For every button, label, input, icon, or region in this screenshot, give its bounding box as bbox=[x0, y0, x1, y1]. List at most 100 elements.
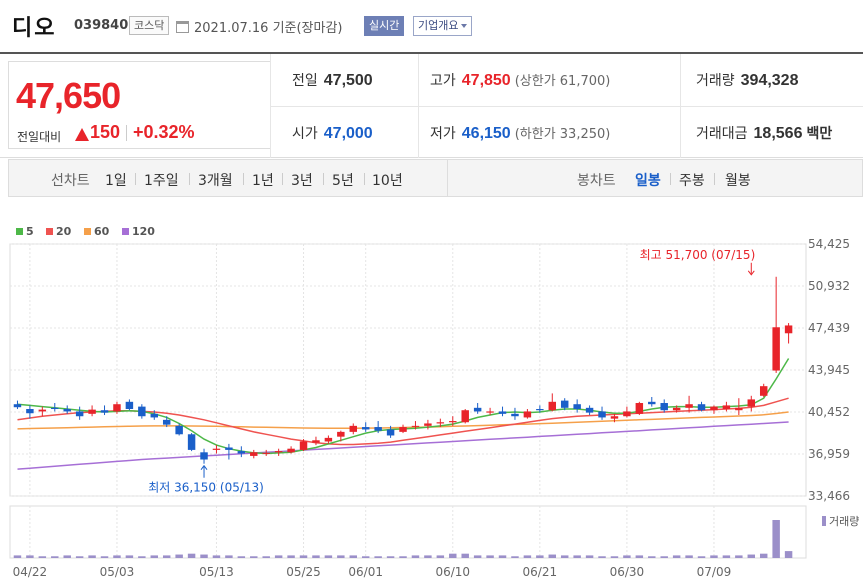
volume-bar bbox=[324, 555, 333, 558]
candle-monthly[interactable]: 월봉 bbox=[725, 173, 751, 189]
candle-body bbox=[51, 407, 59, 410]
divider bbox=[135, 173, 136, 185]
volume-legend-label: 거래량 bbox=[829, 515, 859, 528]
divider bbox=[126, 125, 127, 141]
candle-body bbox=[623, 411, 631, 417]
candle-body bbox=[784, 325, 793, 334]
candle-body bbox=[635, 403, 644, 414]
volume-bar bbox=[672, 555, 681, 558]
candle-body bbox=[498, 411, 507, 414]
candles bbox=[13, 276, 793, 464]
volume-bar bbox=[88, 555, 96, 558]
upper-limit: (상한가 61,700) bbox=[514, 74, 611, 89]
realtime-button[interactable]: 실시간 bbox=[364, 16, 405, 36]
candle-weekly[interactable]: 주봉 bbox=[679, 173, 705, 189]
candle-body bbox=[324, 437, 333, 442]
volume-bar bbox=[598, 556, 606, 558]
candle-body bbox=[337, 431, 345, 437]
candle-body bbox=[374, 427, 382, 431]
high-label: 고가 bbox=[430, 73, 456, 89]
divider bbox=[670, 173, 671, 185]
candle-body bbox=[75, 411, 84, 417]
period-10years[interactable]: 10년 bbox=[372, 173, 403, 189]
y-tick-label: 33,466 bbox=[808, 489, 850, 503]
period-3months[interactable]: 3개월 bbox=[198, 173, 233, 189]
volume-bar bbox=[623, 555, 631, 558]
volume-label: 거래량 bbox=[696, 73, 735, 89]
candle-body bbox=[424, 423, 432, 426]
volume-bar bbox=[449, 553, 457, 558]
x-tick-label: 05/25 bbox=[286, 565, 321, 579]
volume-bar bbox=[424, 555, 432, 558]
volume-bar bbox=[411, 555, 420, 558]
y-tick-label: 47,439 bbox=[808, 321, 850, 335]
volume-bar bbox=[548, 554, 557, 558]
volume-bar bbox=[486, 555, 494, 558]
candle-body bbox=[710, 406, 718, 411]
stock-header: 디오 039840 코스닥 2021.07.16 기준(장마감) 실시간 기업개… bbox=[0, 0, 863, 52]
divider bbox=[447, 160, 448, 196]
trade-amount: 거래대금 18,566 백만 bbox=[696, 123, 832, 143]
volume-bar bbox=[473, 555, 482, 558]
x-axis: 04/22 05/03 05/13 05/25 06/01 06/10 06/21 06/30… bbox=[13, 565, 732, 579]
candle-body bbox=[722, 405, 731, 410]
volume-chart: 거래량 bbox=[13, 515, 859, 558]
legend-swatch bbox=[122, 228, 129, 235]
prev-close: 전일 47,500 bbox=[292, 70, 373, 90]
candle-body bbox=[685, 404, 693, 408]
calendar-icon bbox=[176, 21, 189, 33]
divider bbox=[270, 106, 863, 107]
candle-body bbox=[536, 409, 544, 411]
candle-body bbox=[349, 425, 358, 432]
period-1day[interactable]: 1일 bbox=[105, 173, 127, 189]
y-tick-label: 36,959 bbox=[808, 447, 850, 461]
period-5years[interactable]: 5년 bbox=[332, 173, 354, 189]
candle-body bbox=[187, 434, 196, 450]
stock-name: 디오 bbox=[12, 16, 57, 41]
volume-bar bbox=[187, 553, 196, 558]
legend-label: 5 bbox=[26, 225, 34, 238]
candle-body bbox=[225, 447, 233, 450]
x-tick-label: 05/03 bbox=[100, 565, 135, 579]
candle-body bbox=[573, 404, 581, 410]
prev-close-value: 47,500 bbox=[323, 72, 373, 89]
date-text: 2021.07.16 기준(장마감) bbox=[194, 21, 343, 36]
volume-bar bbox=[660, 556, 668, 558]
candle-daily[interactable]: 일봉 bbox=[635, 173, 661, 189]
candle-body bbox=[473, 407, 482, 412]
open-price: 시가 47,000 bbox=[292, 123, 373, 143]
volume-bar bbox=[100, 556, 109, 558]
volume-bar bbox=[250, 556, 258, 558]
x-tick-label: 06/01 bbox=[348, 565, 383, 579]
price-table: 전일 47,500 고가 47,850 (상한가 61,700) 거래량 394,328… bbox=[270, 54, 863, 158]
candle-body bbox=[672, 407, 681, 411]
ma-line-120 bbox=[17, 421, 789, 470]
candle-body bbox=[735, 407, 743, 411]
candle-body bbox=[38, 409, 47, 412]
volume-bar bbox=[125, 555, 134, 558]
divider bbox=[364, 173, 365, 185]
candle-body bbox=[436, 422, 445, 424]
prev-close-label: 전일 bbox=[292, 73, 318, 89]
candle-body bbox=[125, 401, 134, 410]
candle-body bbox=[772, 327, 780, 371]
candle-body bbox=[660, 403, 668, 411]
divider bbox=[189, 173, 190, 185]
line-chart-label: 선차트 bbox=[51, 173, 90, 189]
change-label: 전일대비 bbox=[17, 130, 62, 144]
amount-value: 18,566 bbox=[753, 125, 803, 142]
volume-bar bbox=[299, 555, 308, 558]
period-1year[interactable]: 1년 bbox=[252, 173, 274, 189]
amount-label: 거래대금 bbox=[696, 126, 748, 142]
ma-line-20 bbox=[17, 397, 789, 446]
volume-bar bbox=[697, 556, 706, 558]
candle-body bbox=[13, 404, 22, 408]
volume-bar bbox=[212, 555, 221, 558]
volume-bar bbox=[38, 556, 47, 558]
period-1week[interactable]: 1주일 bbox=[144, 173, 179, 189]
candle-body bbox=[63, 409, 71, 412]
period-3years[interactable]: 3년 bbox=[291, 173, 313, 189]
company-overview-button[interactable]: 기업개요 bbox=[413, 16, 473, 36]
candle-body bbox=[274, 451, 283, 453]
volume-bar bbox=[13, 555, 22, 558]
